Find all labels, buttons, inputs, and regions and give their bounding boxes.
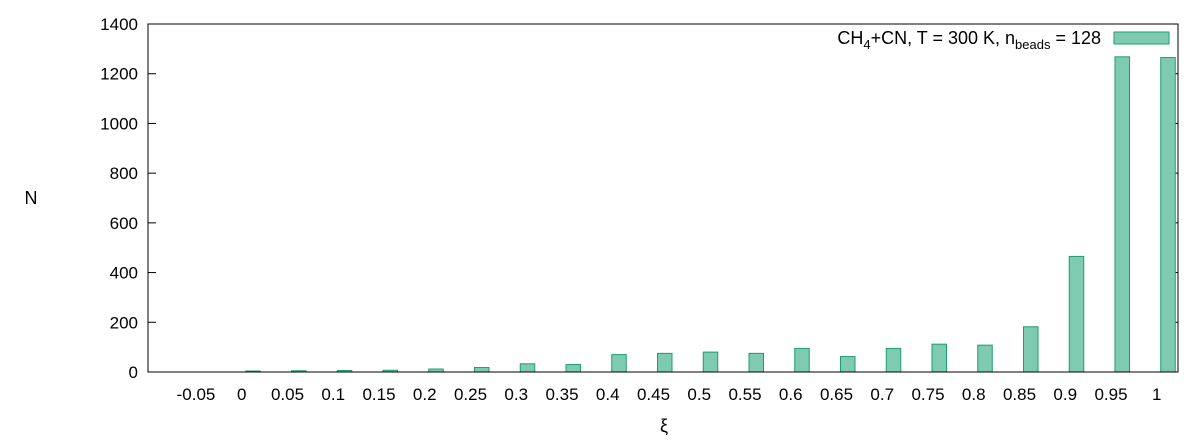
x-tick-label: 0.3 [504,385,528,404]
x-tick-label: 0.5 [687,385,711,404]
bar [1160,57,1176,373]
x-tick-label: 0.65 [820,385,853,404]
bar [657,352,673,373]
x-tick-label: 1 [1152,385,1161,404]
y-tick-label: 200 [110,313,138,332]
bar [885,347,902,373]
x-tick-label: 0.75 [911,385,944,404]
x-tick-label: 0 [237,385,246,404]
bar [519,363,536,373]
bars [245,56,1176,373]
x-tick-label: -0.05 [177,385,216,404]
y-tick-label: 800 [110,164,138,183]
bar [1023,326,1039,373]
x-tick-label: 0.45 [637,385,670,404]
bar [702,351,719,373]
x-tick-label: 0.15 [362,385,395,404]
x-tick-label: 0.7 [870,385,894,404]
bar [977,344,993,373]
x-tick-label: 0.55 [728,385,761,404]
x-tick-label: 0.1 [321,385,345,404]
y-axis-title: N [25,188,38,208]
bar [748,352,764,373]
x-tick-label: 0.2 [413,385,437,404]
x-tick-label: 0.4 [596,385,620,404]
x-axis-ticks: -0.05 0 0.05 0.1 0.15 0.2 0.25 0.3 0.35 0.4 0.45 0.… [177,385,1162,404]
legend-swatch [1113,31,1170,45]
x-tick-label: 0.9 [1053,385,1077,404]
bar [565,364,581,373]
bar [1114,56,1130,373]
legend-label: CH4+CN, T = 300 K, nbeads = 128 [837,28,1101,52]
bar [794,347,810,373]
y-tick-label: 0 [129,363,138,382]
legend: CH4+CN, T = 300 K, nbeads = 128 [837,28,1170,52]
y-tick-label: 600 [110,214,138,233]
x-axis-title: ξ [660,416,668,436]
x-tick-label: 0.25 [454,385,487,404]
y-tick-label: 1400 [100,15,138,34]
y-tick-label: 1200 [100,65,138,84]
x-tick-label: 0.85 [1003,385,1036,404]
y-tick-label: 1000 [100,114,138,133]
bar [1068,255,1085,373]
y-tick-label: 400 [110,264,138,283]
x-tick-label: 0.35 [545,385,578,404]
bar [931,343,947,373]
bar [611,354,627,373]
bar [840,356,856,373]
x-tick-label: 0.95 [1094,385,1127,404]
plot-frame [147,23,1179,373]
x-tick-label: 0.05 [271,385,304,404]
x-tick-label: 0.8 [962,385,986,404]
bar [474,367,490,373]
y-axis-ticks: 0 200 400 600 800 1000 1200 1400 [100,15,1178,382]
x-tick-label: 0.6 [779,385,803,404]
